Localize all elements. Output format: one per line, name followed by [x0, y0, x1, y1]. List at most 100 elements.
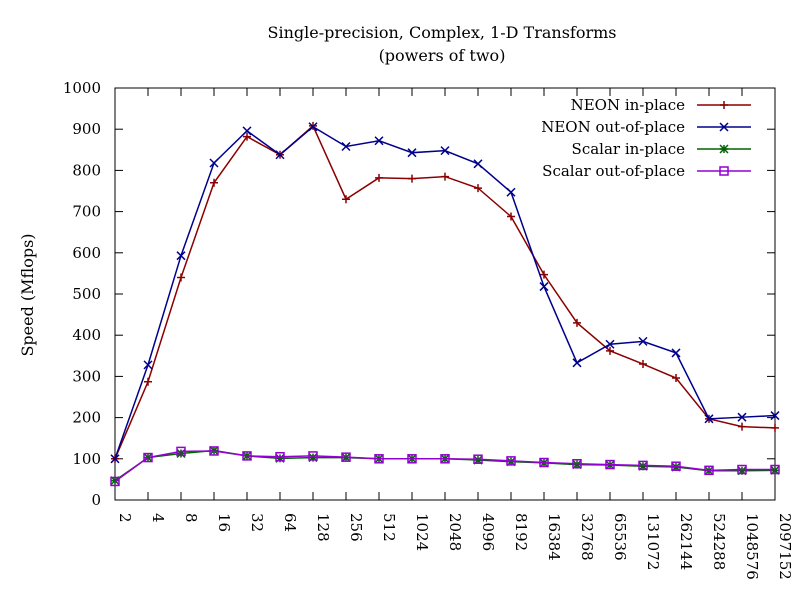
data-point — [638, 336, 648, 346]
data-point — [176, 448, 186, 458]
data-point — [176, 446, 186, 457]
data-point — [374, 454, 384, 464]
x-tick-label: 8 — [182, 513, 200, 523]
x-tick-label: 1048576 — [743, 513, 761, 580]
data-point — [275, 150, 285, 160]
x-tick-label: 8192 — [512, 513, 530, 551]
data-point — [672, 374, 680, 383]
y-tick-label: 900 — [72, 120, 101, 138]
data-point — [770, 465, 780, 475]
y-axis-ticks: 0 100 200 300 400 500 600 700 800 900 1000 — [63, 79, 775, 509]
chart-title: Single-precision, Complex, 1-D Transform… — [267, 23, 616, 42]
x-tick-label: 131072 — [644, 513, 662, 570]
data-point — [177, 273, 185, 282]
legend-marker — [719, 166, 729, 176]
data-point — [539, 282, 549, 292]
data-point — [572, 460, 582, 470]
x-tick-label: 16 — [215, 513, 233, 532]
y-tick-label: 200 — [72, 409, 101, 427]
data-point — [110, 476, 120, 487]
y-tick-label: 100 — [72, 450, 101, 468]
series-1 — [110, 122, 780, 464]
data-point — [440, 454, 450, 464]
data-point — [308, 122, 318, 132]
series-3 — [110, 446, 780, 487]
data-point — [342, 195, 350, 204]
y-tick-label: 0 — [91, 491, 101, 509]
data-point — [308, 453, 318, 463]
x-tick-label: 2097152 — [776, 513, 794, 580]
legend-marker — [720, 101, 728, 109]
y-axis-label: Speed (Mflops) — [18, 233, 37, 356]
data-point — [308, 451, 318, 461]
data-point — [737, 464, 747, 475]
x-tick-label: 32 — [248, 513, 266, 532]
x-tick-label: 256 — [347, 513, 365, 542]
y-tick-label: 1000 — [63, 79, 101, 97]
data-point — [507, 212, 515, 221]
x-tick-label: 4 — [149, 513, 167, 523]
data-point — [639, 360, 647, 369]
data-point — [737, 466, 747, 476]
data-point — [242, 126, 252, 136]
data-point — [506, 187, 516, 197]
data-point — [506, 456, 516, 466]
data-point — [738, 422, 746, 431]
chart-subtitle: (powers of two) — [379, 46, 506, 65]
data-point — [110, 454, 120, 464]
data-point — [605, 459, 615, 470]
x-tick-label: 524288 — [710, 513, 728, 570]
x-tick-label: 262144 — [677, 513, 695, 570]
y-tick-label: 300 — [72, 367, 101, 385]
data-point — [638, 460, 648, 471]
data-point — [671, 348, 681, 358]
x-tick-label: 65536 — [611, 513, 629, 561]
x-axis-ticks: 2 4 8 16 32 64 128 256 512 1024 2048 4096 8192 16384 3… — [114, 88, 794, 580]
data-point — [704, 465, 714, 476]
legend-marker — [719, 144, 729, 154]
x-tick-label: 16384 — [545, 513, 563, 561]
data-point — [275, 451, 285, 462]
y-tick-label: 800 — [72, 161, 101, 179]
data-point — [341, 452, 351, 462]
x-tick-label: 64 — [281, 513, 299, 532]
x-tick-label: 2 — [116, 513, 134, 523]
data-point — [407, 148, 417, 158]
data-point — [770, 411, 780, 421]
data-point — [572, 458, 582, 469]
data-point — [209, 446, 219, 456]
data-point — [671, 462, 681, 472]
legend-marker — [719, 122, 729, 132]
series-line — [114, 450, 775, 483]
data-point — [407, 454, 417, 464]
data-point — [605, 339, 615, 349]
legend-label: Scalar out-of-place — [542, 162, 685, 180]
data-point — [176, 251, 186, 261]
data-point — [506, 457, 516, 467]
data-point — [440, 146, 450, 156]
legend-label: NEON in-place — [571, 96, 686, 114]
legend-label: NEON out-of-place — [541, 118, 685, 136]
data-point — [704, 414, 714, 424]
data-point — [638, 461, 648, 471]
x-tick-label: 512 — [380, 513, 398, 542]
x-tick-label: 4096 — [479, 513, 497, 551]
data-point — [771, 423, 779, 432]
y-tick-label: 500 — [72, 285, 101, 303]
data-point — [143, 360, 153, 370]
y-tick-label: 700 — [72, 203, 101, 221]
legend: NEON in-place NEON out-of-place Scalar in-… — [541, 96, 751, 180]
data-point — [539, 457, 549, 468]
data-point — [143, 452, 153, 463]
data-point — [473, 455, 483, 465]
data-point — [737, 412, 747, 422]
data-point — [209, 158, 219, 168]
data-point — [375, 173, 383, 182]
data-point — [473, 454, 483, 464]
data-point — [473, 159, 483, 169]
data-point — [606, 346, 614, 355]
data-point — [408, 174, 416, 183]
data-point — [144, 377, 152, 386]
data-point — [671, 461, 681, 471]
